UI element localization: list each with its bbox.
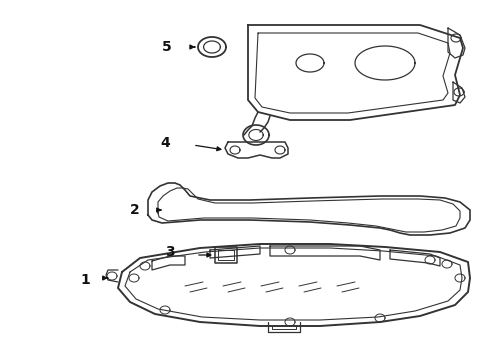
Text: 2: 2 [130,203,140,217]
Text: 1: 1 [80,273,90,287]
Text: 3: 3 [165,245,175,259]
Text: 4: 4 [160,136,170,150]
Text: 5: 5 [162,40,172,54]
